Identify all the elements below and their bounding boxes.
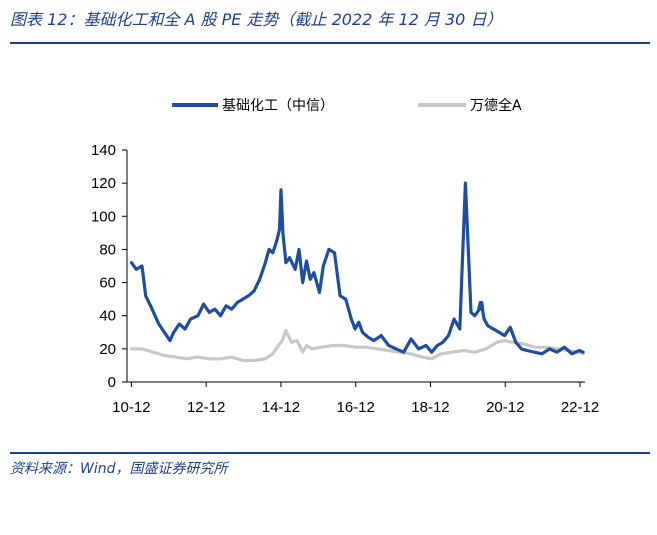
x-tick-label: 20-12	[486, 399, 524, 416]
chart-legend: 基础化工（中信） 万德全A	[172, 97, 522, 114]
chart-series	[129, 181, 585, 363]
y-tick-label: 80	[99, 241, 116, 258]
source-rule	[10, 452, 650, 454]
source-note: 资料来源：Wind，国盛证券研究所	[10, 461, 228, 477]
figure-title: 图表 12：基础化工和全 A 股 PE 走势（截止 2022 年 12 月 30…	[10, 10, 503, 29]
x-tick-label: 18-12	[411, 399, 449, 416]
x-tick-label: 22-12	[561, 399, 599, 416]
x-tick-label: 16-12	[337, 399, 375, 416]
legend-label-series-1: 基础化工（中信）	[222, 97, 334, 114]
x-tick-label: 14-12	[262, 399, 300, 416]
y-tick-label: 140	[91, 142, 116, 159]
pe-line-chart: 基础化工（中信） 万德全A 0 20 40 60 80 100 120 140 10-12 12-…	[91, 97, 599, 416]
y-tick-label: 0	[108, 374, 116, 391]
series-line-1	[129, 181, 585, 356]
series-line-2	[129, 329, 585, 363]
y-tick-label: 100	[91, 208, 116, 225]
title-rule	[10, 42, 650, 44]
y-tick-label: 120	[91, 175, 116, 192]
y-tick-label: 40	[99, 308, 116, 325]
x-tick-label: 10-12	[112, 399, 150, 416]
legend-label-series-2: 万德全A	[470, 97, 522, 114]
y-tick-label: 60	[99, 275, 116, 292]
x-tick-label: 12-12	[187, 399, 225, 416]
chart-axes: 0 20 40 60 80 100 120 140 10-12 12-12 14-12 16-12 18…	[91, 142, 599, 416]
y-tick-label: 20	[99, 341, 116, 358]
